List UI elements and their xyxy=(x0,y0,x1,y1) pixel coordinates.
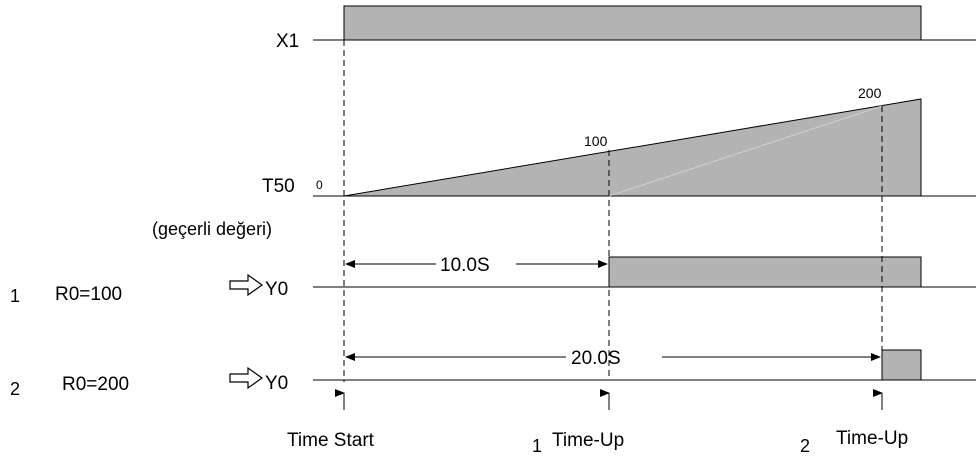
x1-signal xyxy=(313,5,976,41)
time-marker-arrows xyxy=(335,389,883,410)
t50-sublabel: (geçerli değeri) xyxy=(152,219,272,239)
y0-signal-case1 xyxy=(313,256,976,288)
hollow-arrow-icon xyxy=(229,366,264,390)
y0-label-case2: Y0 xyxy=(265,373,288,394)
y0-signal-case2 xyxy=(313,349,976,381)
dashed-guides xyxy=(343,40,883,382)
x1-label: X1 xyxy=(276,31,299,52)
ramp-value-200: 200 xyxy=(858,85,882,101)
time-up2-number: 2 xyxy=(800,436,810,456)
case2-duration: 20.0S xyxy=(571,348,621,369)
t50-label: T50 xyxy=(262,176,295,197)
y0-label-case1: Y0 xyxy=(265,279,288,300)
case1-duration: 10.0S xyxy=(440,255,490,276)
case2-label: R0=200 xyxy=(62,374,129,395)
time-up1-number: 1 xyxy=(532,436,542,456)
time-up1-label: Time-Up xyxy=(552,430,624,451)
hollow-arrow-icon xyxy=(229,273,264,297)
time-start-label: Time Start xyxy=(287,430,375,451)
case1-label: R0=100 xyxy=(55,284,122,305)
t50-ramp xyxy=(313,98,976,197)
duration-arrows xyxy=(345,260,881,361)
case1-number: 1 xyxy=(10,286,20,306)
ramp-value-100: 100 xyxy=(584,133,608,149)
time-up2-label: Time-Up xyxy=(836,428,908,449)
ramp-value-0: 0 xyxy=(316,178,323,192)
case2-number: 2 xyxy=(10,379,20,399)
